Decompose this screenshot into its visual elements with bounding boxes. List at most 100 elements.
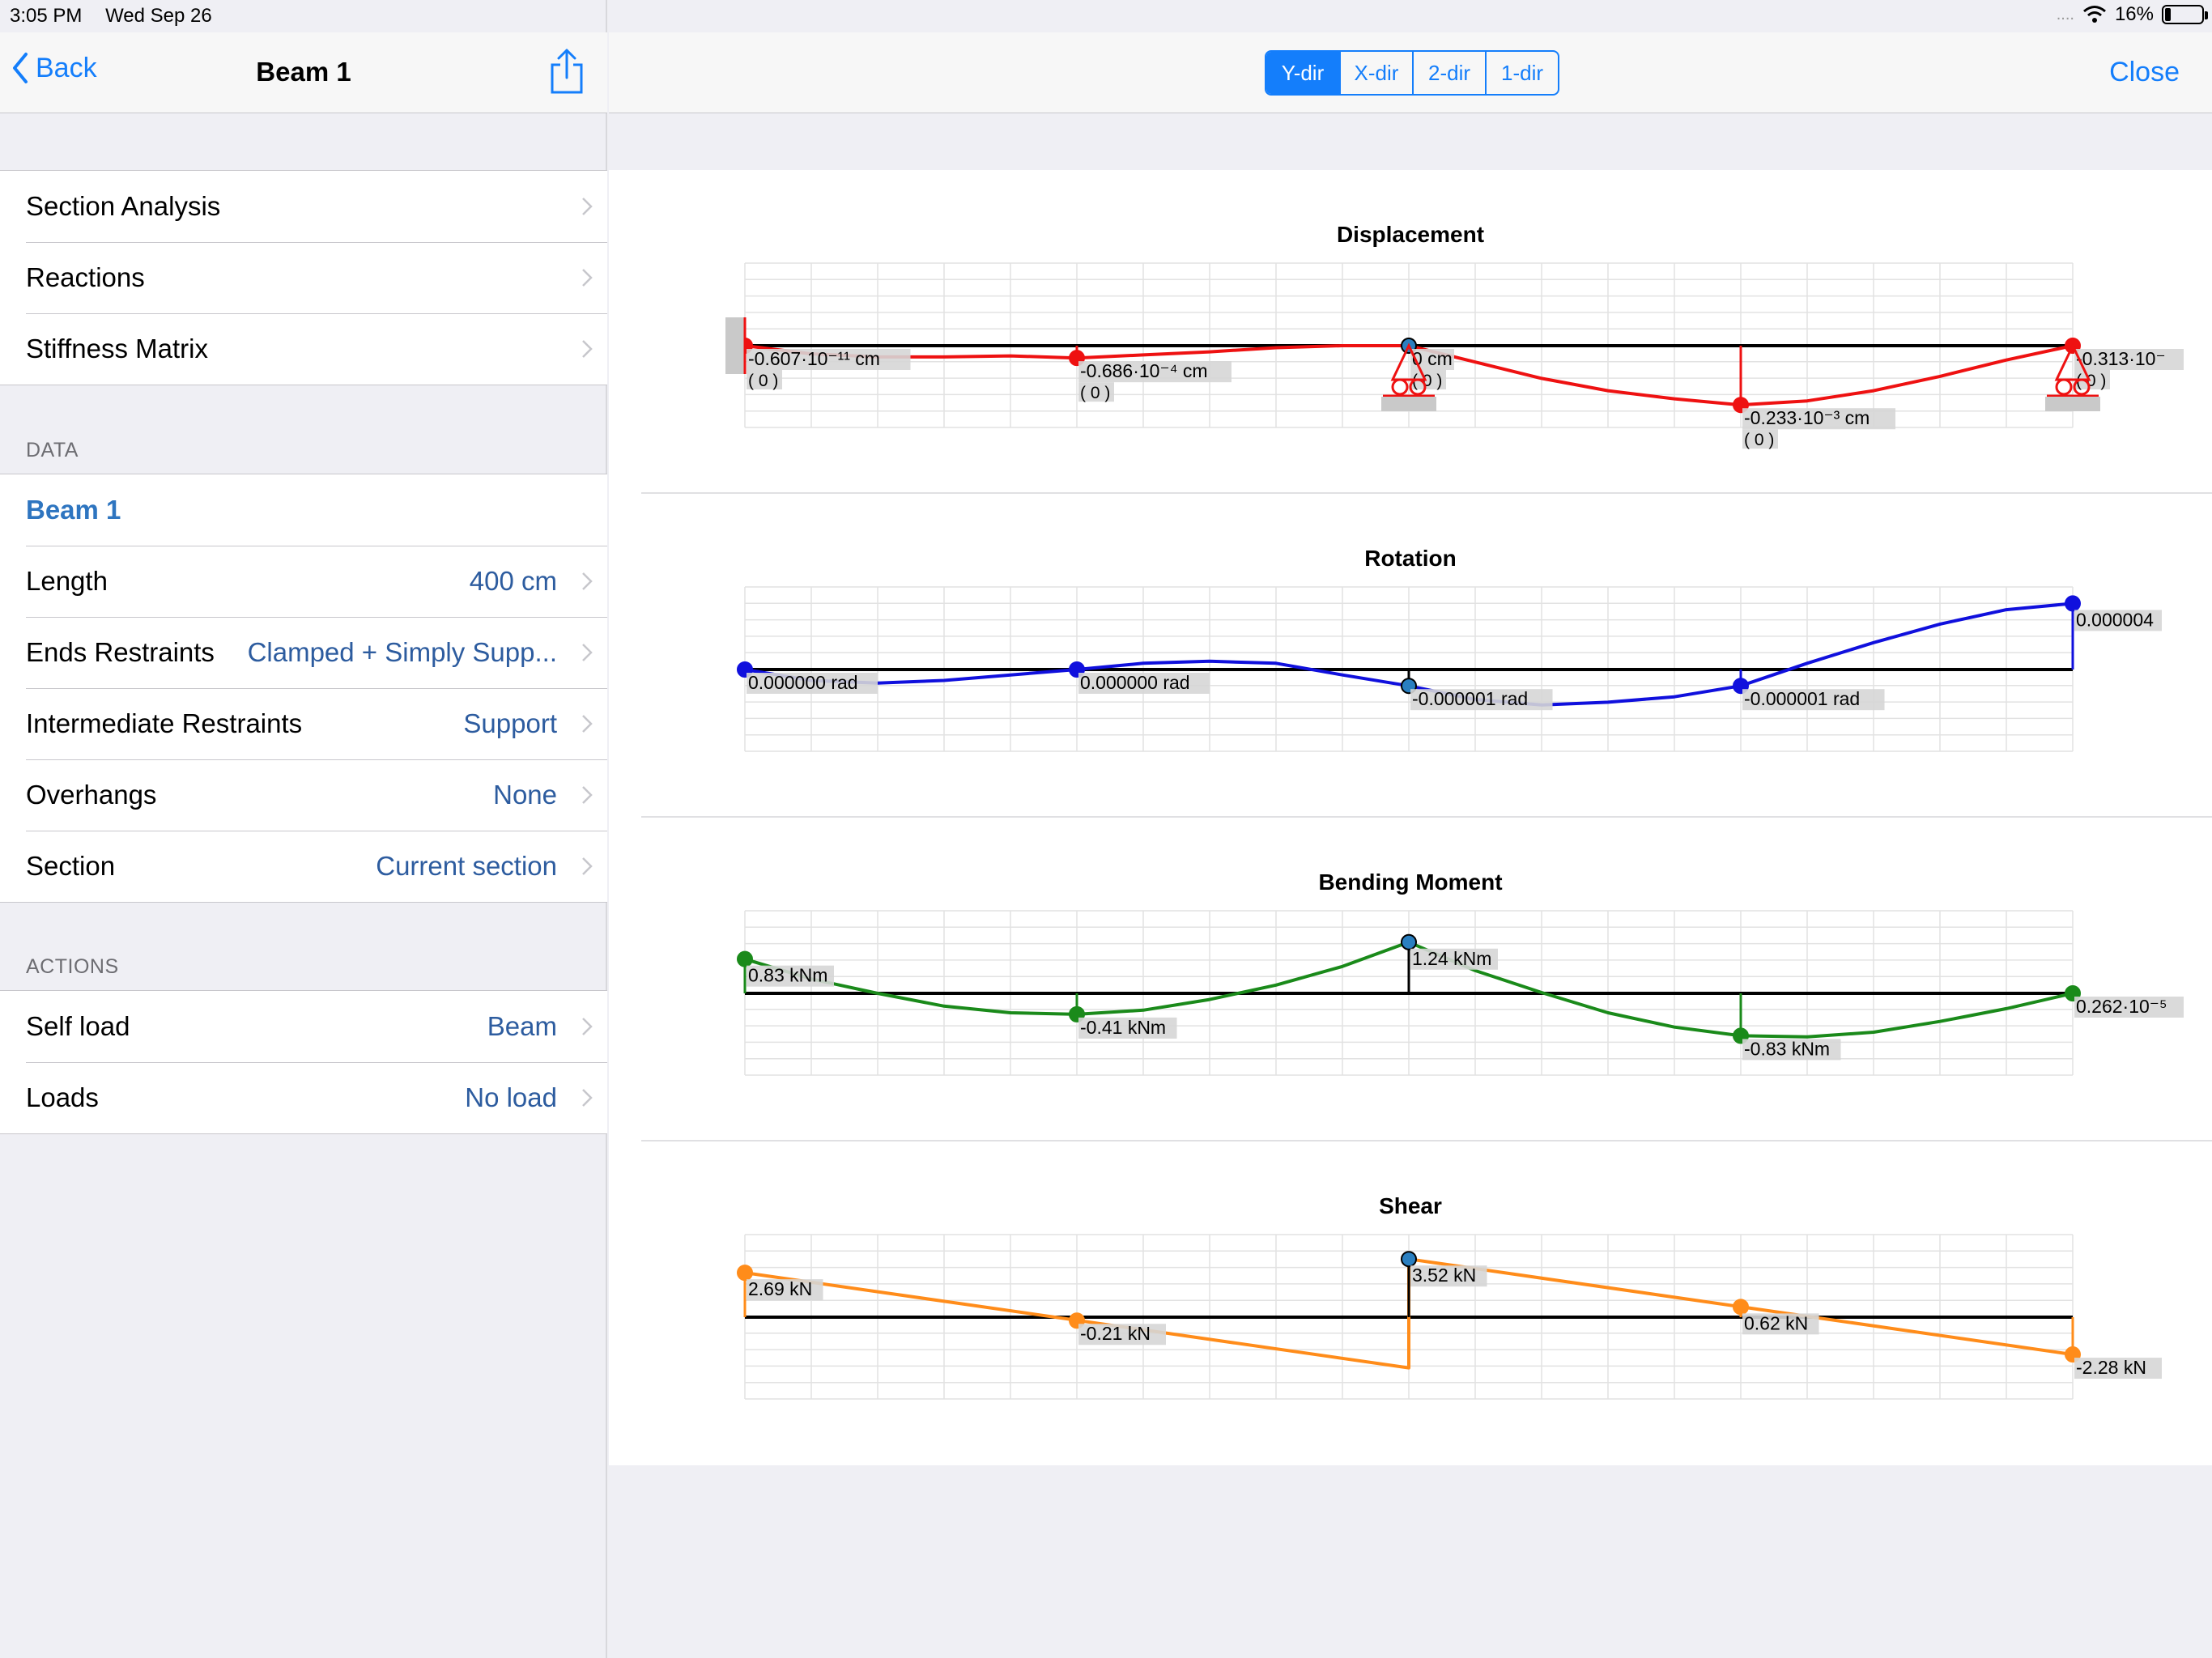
detail-pane: Y-dir X-dir 2-dir 1-dir Close Displaceme… <box>609 0 2212 1658</box>
data-label: -0.000001 rad <box>1744 688 1860 709</box>
data-label: 0.000004 <box>2076 609 2154 630</box>
data-label: -0.686·10⁻⁴ cm <box>1080 360 1208 381</box>
status-time: 3:05 PM <box>10 5 83 27</box>
data-label-bg <box>1410 1265 1487 1287</box>
row-label: Loads <box>26 1082 99 1112</box>
row-label: Section <box>26 851 116 881</box>
data-row-section[interactable]: Section Current section <box>0 831 607 902</box>
status-bar: 3:05 PM Wed Sep 26 .... 16% <box>0 0 2212 32</box>
chevron-right-icon <box>567 779 607 811</box>
row-label: Self load <box>26 1011 130 1041</box>
data-label: -0.41 kNm <box>1080 1017 1166 1038</box>
support-triangle <box>1390 342 1427 381</box>
wifi-icon <box>2082 6 2106 23</box>
data-label-bg <box>747 349 911 370</box>
data-row-ends-restraints[interactable]: Ends Restraints Clamped + Simply Supp... <box>0 617 607 688</box>
row-label: Ends Restraints <box>26 637 215 667</box>
data-row-length[interactable]: Length 400 cm <box>0 546 607 617</box>
data-label: 0.83 kNm <box>748 965 827 986</box>
chevron-right-icon <box>567 636 607 669</box>
action-row-self-load[interactable]: Self load Beam <box>0 991 607 1062</box>
action-row-loads[interactable]: Loads No load <box>0 1062 607 1133</box>
roller-support-icon <box>2045 342 2100 411</box>
data-group: Beam 1 Length 400 cm Ends Restraints Cla… <box>0 474 607 903</box>
direction-segmented-control: Y-dir X-dir 2-dir 1-dir <box>1265 50 1559 96</box>
status-date: Wed Sep 26 <box>105 5 212 27</box>
chart-canvas: -0.607·10⁻¹¹ cm( 0 ) -0.686·10⁻⁴ cm( 0 )0… <box>725 262 2184 449</box>
support-triangle <box>2054 342 2091 381</box>
data-label-bg <box>2074 997 2184 1018</box>
close-button[interactable]: Close <box>2109 57 2180 87</box>
chevron-right-icon <box>567 333 607 365</box>
segment-x-dir[interactable]: X-dir <box>1339 52 1412 94</box>
data-row-intermediate-restraints[interactable]: Intermediate Restraints Support <box>0 688 607 759</box>
chevron-right-icon <box>567 261 607 294</box>
roller-support-icon <box>1381 342 1436 411</box>
battery-percent: 16% <box>2114 3 2154 25</box>
data-sublabel-bg <box>1078 382 1114 402</box>
segment-y-dir[interactable]: Y-dir <box>1266 52 1339 94</box>
row-label: Intermediate Restraints <box>26 708 303 738</box>
data-sublabel: ( 0 ) <box>1744 431 1774 449</box>
chevron-right-icon <box>567 565 607 597</box>
data-label-bg <box>2074 349 2184 370</box>
row-value: None <box>493 780 557 810</box>
chart-title: Displacement <box>1336 222 1485 247</box>
data-point <box>1733 1299 1749 1316</box>
data-label-bg <box>2074 610 2162 631</box>
row-value: Clamped + Simply Supp... <box>247 637 557 667</box>
data-label: -0.607·10⁻¹¹ cm <box>748 348 880 369</box>
data-label-bg <box>1078 673 1210 694</box>
battery-icon <box>2162 5 2208 24</box>
chart-canvas: 0.000000 rad 0.000000 rad -0.000001 rad -0.… <box>737 586 2162 752</box>
menu-item-stiffness-matrix[interactable]: Stiffness Matrix <box>0 313 607 385</box>
data-row-overhangs[interactable]: Overhangs None <box>0 759 607 831</box>
actions-group: Self load Beam Loads No load <box>0 990 607 1134</box>
diagrams-panel: Displacement -0.607·10⁻¹¹ cm ( 0 ) -0.686·… <box>609 170 2212 1465</box>
data-label-bg <box>1078 1017 1177 1039</box>
chevron-right-icon <box>567 708 607 740</box>
row-value: Current section <box>376 851 557 881</box>
row-value: No load <box>465 1082 557 1112</box>
back-button[interactable]: Back <box>11 52 97 84</box>
chart-title: Shear <box>1379 1193 1442 1218</box>
chevron-right-icon <box>567 1010 607 1043</box>
data-point <box>737 950 753 967</box>
chevron-right-icon <box>567 190 607 223</box>
data-sublabel-bg <box>747 370 782 389</box>
share-icon[interactable] <box>549 49 585 94</box>
data-point <box>1401 933 1417 950</box>
support-ground-hatch <box>1381 397 1436 411</box>
chart-title: Bending Moment <box>1318 869 1503 895</box>
data-label-bg <box>2074 1358 2162 1380</box>
support-roller <box>2055 378 2073 396</box>
data-section-caption: DATA <box>26 439 79 461</box>
data-label: -0.313·10⁻ <box>2076 348 2166 369</box>
segment-1-dir[interactable]: 1-dir <box>1485 52 1558 94</box>
back-label: Back <box>36 52 97 83</box>
menu-item-label: Stiffness Matrix <box>26 334 208 363</box>
data-label: -2.28 kN <box>2076 1357 2146 1378</box>
row-value: Beam <box>487 1011 557 1041</box>
data-label: 1.24 kNm <box>1412 948 1491 969</box>
rotation-diagram: Rotation 0.000000 rad 0.000000 rad -0.0000… <box>609 494 2212 818</box>
menu-item-section-analysis[interactable]: Section Analysis <box>0 171 607 242</box>
segment-2-dir[interactable]: 2-dir <box>1412 52 1485 94</box>
actions-section-caption: ACTIONS <box>26 955 119 978</box>
chart-canvas: 2.69 kN -0.21 kN 3.52 kN 0.62 kN -2.28 kN <box>737 1234 2162 1400</box>
data-label-bg <box>1410 948 1498 970</box>
menu-item-reactions[interactable]: Reactions <box>0 242 607 313</box>
data-label-bg <box>1742 1039 1841 1061</box>
clamped-support-icon <box>725 317 745 374</box>
data-label: 0.262·10⁻⁵ <box>2076 996 2167 1017</box>
row-label: Overhangs <box>26 780 157 810</box>
data-label-bg <box>747 965 834 987</box>
bending-moment-diagram: Bending Moment 0.83 kNm -0.41 kNm 1.24 kNm… <box>609 818 2212 1141</box>
support-roller <box>1391 378 1409 396</box>
data-label-bg <box>1742 408 1895 430</box>
data-sublabel: ( 0 ) <box>748 372 778 390</box>
row-value: Support <box>463 708 557 738</box>
data-label: -0.21 kN <box>1080 1323 1151 1344</box>
data-label-bg <box>1742 1313 1819 1335</box>
data-point <box>2065 595 2081 612</box>
